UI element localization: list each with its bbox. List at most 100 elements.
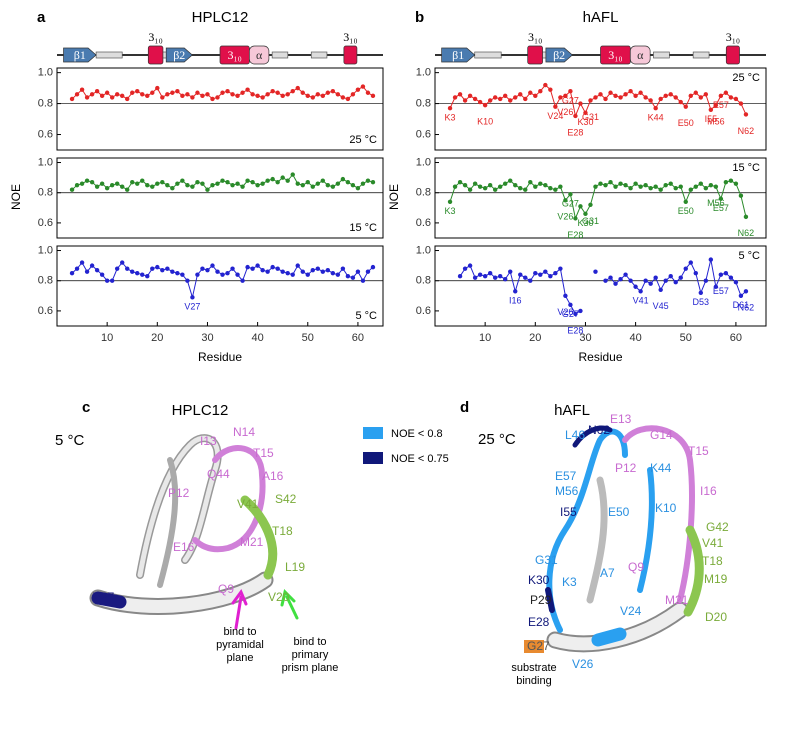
noe-point bbox=[350, 182, 356, 188]
noe-point bbox=[74, 92, 80, 97]
noe-point bbox=[447, 106, 453, 111]
noe-point bbox=[477, 99, 483, 105]
noe-point bbox=[165, 92, 170, 97]
noe-point bbox=[275, 90, 280, 95]
residue-label: A7 bbox=[600, 566, 615, 580]
noe-point bbox=[558, 95, 563, 100]
residue-annotation: D61 bbox=[733, 300, 750, 310]
noe-point bbox=[658, 287, 663, 292]
noe-point bbox=[320, 93, 326, 99]
noe-point bbox=[120, 184, 125, 189]
noe-point bbox=[688, 187, 693, 192]
topology-label: 3₁₀ bbox=[227, 48, 241, 62]
noe-point bbox=[648, 98, 653, 103]
noe-point bbox=[623, 92, 628, 97]
noe-point bbox=[643, 182, 648, 188]
noe-point bbox=[708, 257, 714, 262]
x-tick-label: 50 bbox=[680, 332, 692, 344]
noe-point bbox=[260, 267, 265, 273]
noe-point bbox=[250, 92, 255, 97]
noe-point bbox=[703, 185, 709, 191]
noe-point bbox=[553, 104, 558, 109]
noe-point bbox=[673, 185, 678, 191]
temperature-label: 5 °C bbox=[55, 432, 85, 449]
noe-point bbox=[472, 275, 478, 280]
noe-point bbox=[205, 92, 210, 97]
noe-point bbox=[225, 270, 230, 276]
noe-point bbox=[543, 182, 548, 188]
residue-label: T15 bbox=[688, 444, 709, 458]
noe-point bbox=[743, 289, 749, 294]
noe-point bbox=[215, 269, 220, 274]
temperature-label: 25 °C bbox=[478, 431, 516, 448]
noe-point bbox=[513, 95, 518, 100]
y-tick-label: 0.6 bbox=[416, 128, 431, 140]
noe-point bbox=[330, 184, 336, 189]
noe-point bbox=[683, 266, 688, 271]
noe-point bbox=[235, 93, 240, 99]
noe-point bbox=[743, 214, 749, 220]
residue-label: L46 bbox=[565, 428, 585, 442]
noe-point bbox=[220, 90, 225, 95]
x-tick-label: 50 bbox=[302, 332, 314, 344]
noe-point bbox=[120, 93, 125, 99]
residue-annotation: K30 bbox=[577, 218, 593, 228]
noe-point bbox=[155, 85, 160, 91]
noe-point bbox=[275, 179, 280, 185]
noe-point bbox=[638, 289, 643, 294]
noe-point bbox=[618, 277, 623, 282]
noe-point bbox=[260, 181, 265, 186]
noe-point bbox=[130, 179, 135, 185]
noe-point bbox=[457, 92, 463, 97]
topology-coil bbox=[474, 51, 502, 59]
noe-point bbox=[713, 284, 719, 289]
noe-point bbox=[69, 187, 75, 192]
noe-point bbox=[255, 93, 260, 99]
noe-point bbox=[588, 98, 593, 103]
y-tick-label: 1.0 bbox=[416, 67, 431, 79]
noe-point bbox=[155, 264, 160, 270]
noe-point bbox=[260, 95, 265, 100]
noe-point bbox=[150, 90, 155, 95]
panel-label: c bbox=[82, 399, 90, 416]
noe-point bbox=[578, 101, 583, 106]
residue-label: T15 bbox=[253, 446, 274, 460]
residue-annotation: N62 bbox=[738, 228, 755, 238]
noe-point bbox=[663, 278, 668, 283]
residue-label: V20 bbox=[268, 590, 290, 604]
note: pyramidal bbox=[216, 639, 264, 651]
noe-point bbox=[250, 266, 255, 271]
residue-label: E13 bbox=[610, 412, 632, 426]
plot-frame bbox=[434, 157, 767, 239]
panel-title: HPLC12 bbox=[192, 9, 249, 26]
noe-point bbox=[270, 176, 275, 182]
noe-point bbox=[462, 98, 468, 103]
topology-label: β2 bbox=[553, 48, 565, 62]
noe-point bbox=[738, 193, 744, 198]
noe-point bbox=[195, 90, 200, 95]
noe-point bbox=[295, 85, 300, 91]
noe-point bbox=[295, 181, 300, 186]
topology-label: 3₁₀ bbox=[726, 30, 740, 44]
y-tick-label: 0.6 bbox=[416, 217, 431, 229]
noe-point bbox=[114, 181, 120, 186]
noe-point bbox=[360, 278, 366, 283]
noe-point bbox=[160, 179, 165, 185]
noe-point bbox=[698, 181, 704, 186]
noe-point bbox=[79, 181, 85, 186]
noe-point bbox=[79, 260, 85, 265]
topology-strand bbox=[165, 47, 193, 63]
residue-annotation: E28 bbox=[567, 127, 583, 137]
noe-point bbox=[508, 178, 513, 183]
noe-point bbox=[225, 179, 230, 185]
noe-point bbox=[598, 181, 603, 186]
noe-point bbox=[538, 272, 543, 277]
noe-point bbox=[487, 98, 493, 103]
noe-point bbox=[487, 270, 493, 276]
noe-point bbox=[180, 272, 185, 277]
noe-point bbox=[305, 272, 310, 277]
y-tick-label: 0.8 bbox=[38, 187, 53, 199]
noe-point bbox=[220, 178, 225, 183]
noe-point bbox=[125, 266, 130, 271]
noe-point bbox=[340, 95, 346, 100]
